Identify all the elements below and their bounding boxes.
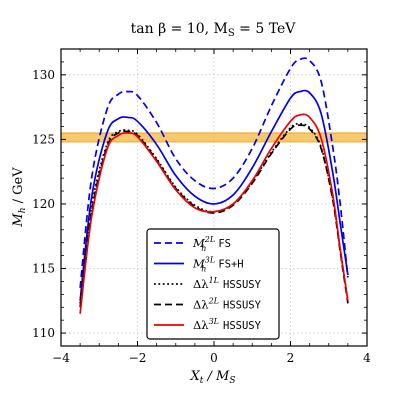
legend-label-code: HSSUSY (223, 320, 262, 332)
band-rect (61, 132, 367, 142)
legend-box (146, 228, 280, 340)
legend-label-fs2l: M2L h FS (192, 235, 231, 253)
y-axis-label: Mh / GeV (11, 167, 28, 228)
x-label-sub: t (200, 376, 204, 386)
legend-label-sup: 3L (209, 317, 219, 326)
legend-label-sub: h (201, 265, 206, 274)
series-line-fsh3l (79, 89, 349, 301)
y-label-main: M (11, 213, 26, 228)
y-tick-label: 110 (32, 326, 55, 340)
x-tick-label: 2 (287, 351, 295, 365)
y-tick-label: 130 (32, 68, 55, 82)
x-axis-label: Xt / MS (189, 369, 235, 386)
x-tick-label: 4 (363, 351, 371, 365)
legend-label-code: FS (218, 238, 231, 250)
legend-label-code: HSSUSY (223, 300, 262, 312)
legend-label-fsh3l: M3L h FS+H (192, 256, 244, 274)
legend-label-main: Δλ (193, 277, 209, 291)
legend-label-main: Δλ (193, 318, 209, 332)
legend-label-main: Δλ (193, 298, 209, 312)
y-tick-label: 120 (32, 197, 55, 211)
legend-label-sup: 1L (209, 276, 219, 285)
series-line-hss3l (79, 113, 349, 314)
x-ticks: −4 −2 0 2 4 (52, 49, 371, 365)
legend-label-sup: 3L (205, 256, 215, 265)
y-tick-label: 115 (32, 262, 55, 276)
chart-title: tan β = 10, MS = 5 TeV (131, 21, 297, 39)
x-tick-label: 0 (210, 351, 218, 365)
series-line-fs2l (79, 57, 349, 288)
legend-label-sub: h (201, 244, 206, 253)
legend-label-sup: 2L (204, 235, 215, 244)
legend-label-hss3l: Δλ3L HSSUSY (193, 317, 262, 332)
chart-title-main: tan β = 10, M (131, 21, 228, 37)
legend-label-code: HSSUSY (223, 279, 262, 291)
y-label-tail: / GeV (11, 167, 26, 208)
x-tick-label: −4 (52, 351, 70, 365)
legend-label-hss2l: Δλ2L HSSUSY (193, 297, 262, 312)
x-label-sep: / M (203, 369, 230, 384)
x-label-main: X (189, 369, 200, 384)
legend-label-main: M (192, 236, 206, 250)
x-label-sub2: S (229, 376, 235, 386)
series-lines (79, 57, 349, 314)
chart-title-tail: = 5 TeV (235, 21, 297, 37)
legend-label-main: M (192, 257, 206, 271)
x-tick-label: −2 (129, 351, 147, 365)
legend-label-hss1l: Δλ1L HSSUSY (193, 276, 262, 291)
series-line-hss2l (79, 124, 349, 308)
y-ticks: 110 115 120 125 130 (32, 61, 367, 340)
legend-label-code: FS+H (218, 259, 243, 271)
experimental-band (61, 132, 367, 143)
y-tick-label: 125 (32, 132, 55, 146)
y-label-sub: h (18, 208, 28, 214)
chart-title-sub: S (228, 28, 235, 39)
legend-label-sup: 2L (208, 297, 219, 306)
